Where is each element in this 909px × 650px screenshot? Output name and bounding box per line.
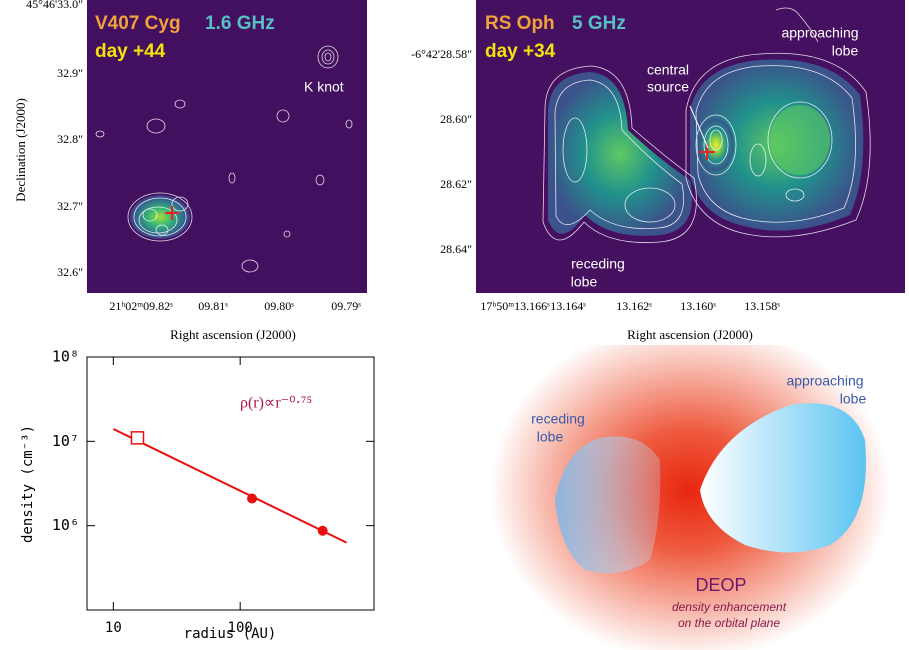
y-tick-label: 32.8" bbox=[57, 132, 83, 146]
data-point bbox=[318, 526, 328, 536]
x-axis-label: Right ascension (J2000) bbox=[170, 327, 296, 342]
annotation: lobe bbox=[832, 43, 859, 59]
y-tick-label: -6°42'28.58" bbox=[411, 47, 472, 61]
emission-blob bbox=[130, 195, 190, 239]
y-tick-label: 28.64" bbox=[440, 242, 472, 256]
x-tick-label: 13.164ˢ bbox=[550, 299, 586, 313]
x-tick-label: 09.81ˢ bbox=[198, 299, 228, 313]
figure: V407 Cyg 1.6 GHz day +44 K knot Declinat… bbox=[0, 0, 909, 650]
chart-title: ρ(r)∝r⁻⁰·⁷⁵ bbox=[240, 395, 312, 412]
x-tick-label: 09.80ˢ bbox=[264, 299, 294, 313]
caption: on the orbital plane bbox=[678, 616, 780, 630]
epoch: day +44 bbox=[95, 41, 166, 62]
diagram: approaching lobe receding lobe DEOP dens… bbox=[476, 345, 909, 650]
annotation: K knot bbox=[304, 79, 344, 95]
y-tick-label: 32.9" bbox=[57, 66, 83, 80]
x-tick-label: 13.158ˢ bbox=[744, 299, 780, 313]
y-axis-label: Declination (J2000) bbox=[13, 98, 28, 202]
y-axis-label: density (cm⁻³) bbox=[20, 425, 36, 543]
lobe-label: receding bbox=[531, 411, 585, 427]
emission-peak bbox=[770, 105, 830, 175]
annotation: lobe bbox=[571, 274, 598, 290]
x-axis-label: Right ascension (J2000) bbox=[627, 327, 753, 342]
x-tick-label: 21ʰ02ᵐ09.82ˢ bbox=[109, 299, 173, 313]
x-tick-label: 09.79ˢ bbox=[331, 299, 361, 313]
lobe-label: lobe bbox=[537, 429, 564, 445]
y-tick-label: 32.7" bbox=[57, 199, 83, 213]
x-tick-label: 10 bbox=[105, 620, 122, 636]
fit-line bbox=[113, 429, 346, 543]
y-tick-label: 28.60" bbox=[440, 112, 472, 126]
y-tick-label: 10⁷ bbox=[52, 432, 79, 450]
density-chart: ρ(r)∝r⁻⁰·⁷⁵ radius (AU) density (cm⁻³) 1… bbox=[20, 348, 374, 643]
epoch: day +34 bbox=[485, 41, 556, 62]
annotation: source bbox=[647, 79, 689, 95]
plot-frame bbox=[87, 357, 374, 610]
annotation: central bbox=[647, 62, 689, 78]
x-tick-label: 13.162ˢ bbox=[616, 299, 652, 313]
data-point bbox=[247, 493, 257, 503]
map-panel: V407 Cyg 1.6 GHz day +44 K knot Declinat… bbox=[13, 0, 367, 342]
lobe-label: approaching bbox=[786, 373, 863, 389]
source-name: RS Oph bbox=[485, 13, 555, 34]
y-tick-label: 28.62" bbox=[440, 177, 472, 191]
x-tick-label: 13.160ˢ bbox=[680, 299, 716, 313]
map-panel: RS Oph 5 GHz day +34 approaching lobe ce… bbox=[476, 0, 905, 342]
deop-label: DEOP bbox=[695, 575, 746, 595]
y-tick-label: 10⁸ bbox=[52, 348, 79, 366]
y-tick-label: 10⁶ bbox=[52, 516, 79, 534]
source-name: V407 Cyg bbox=[95, 13, 181, 34]
emission-peak bbox=[698, 119, 734, 171]
caption: density enhancement bbox=[672, 600, 787, 614]
y-tick-label: 45°46'33.0" bbox=[26, 0, 83, 11]
annotation: approaching bbox=[781, 25, 858, 41]
frequency: 5 GHz bbox=[572, 13, 626, 34]
frequency: 1.6 GHz bbox=[205, 13, 275, 34]
y-tick-label: 32.6" bbox=[57, 265, 83, 279]
x-tick-label: 100 bbox=[228, 620, 253, 636]
data-point bbox=[131, 432, 143, 444]
annotation: receding bbox=[571, 256, 625, 272]
lobe-label: lobe bbox=[840, 391, 867, 407]
x-tick-label: 17ʰ50ᵐ13.166ˢ bbox=[480, 299, 550, 313]
